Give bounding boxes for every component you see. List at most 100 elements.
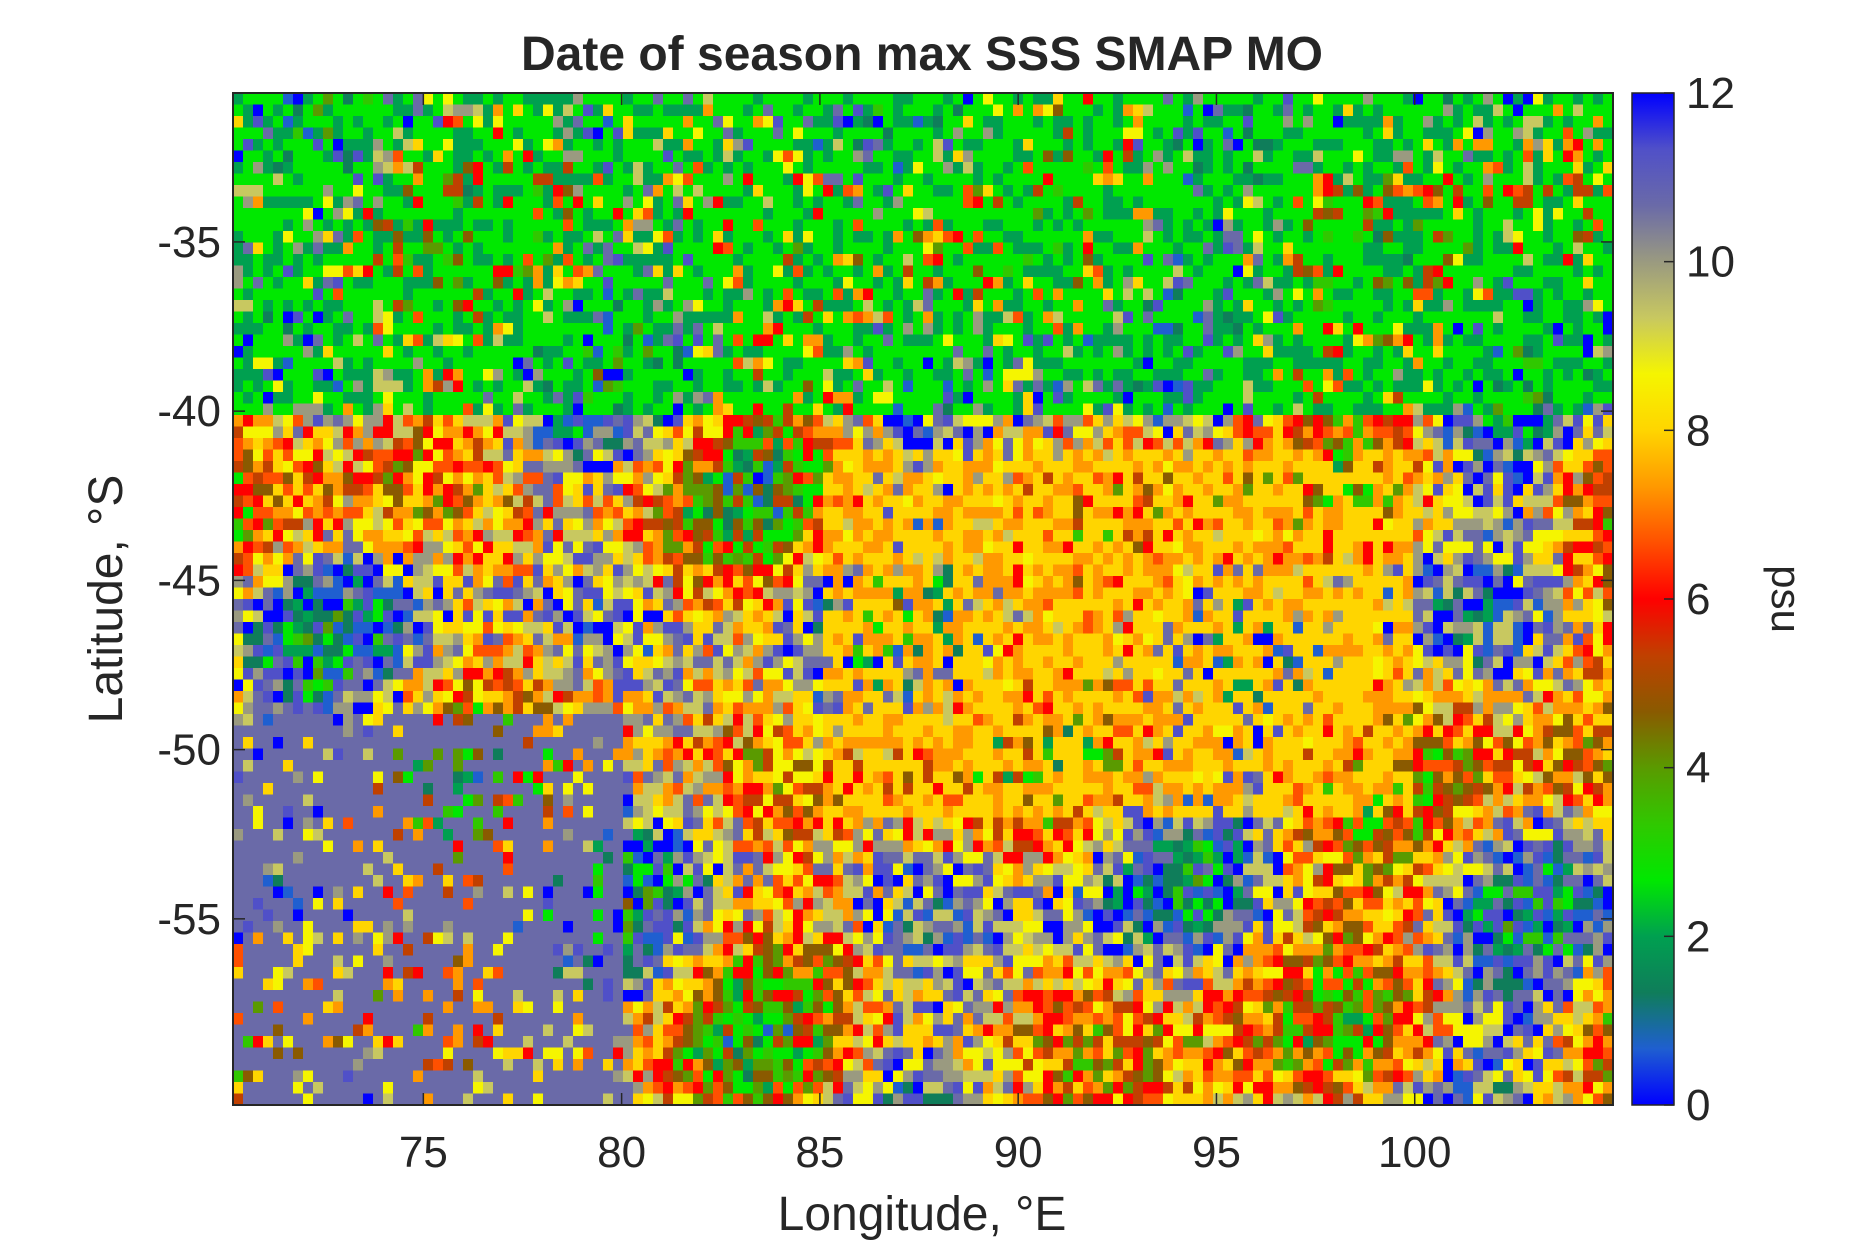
heatmap-cell — [973, 323, 984, 336]
heatmap-cell — [543, 93, 554, 106]
heatmap-cell — [1123, 162, 1134, 175]
heatmap-cell — [523, 288, 534, 301]
heatmap-cell — [1103, 415, 1114, 428]
heatmap-cell — [273, 392, 284, 405]
heatmap-cell — [763, 254, 774, 267]
heatmap-cell — [853, 426, 864, 439]
heatmap-cell — [1023, 277, 1034, 290]
heatmap-cell — [1203, 242, 1214, 255]
heatmap-cell — [653, 116, 664, 129]
heatmap-cell — [1353, 323, 1364, 336]
heatmap-cell — [233, 242, 244, 255]
heatmap-cell — [723, 277, 734, 290]
heatmap-cell — [1493, 288, 1504, 301]
heatmap-cell — [1503, 403, 1514, 416]
heatmap-cell — [1303, 173, 1314, 186]
heatmap-cell — [803, 93, 814, 106]
heatmap-cell — [1243, 254, 1254, 267]
heatmap-cell — [993, 449, 1004, 462]
heatmap-cell — [413, 104, 424, 117]
heatmap-cell — [1243, 380, 1254, 393]
heatmap-cell — [413, 300, 424, 313]
heatmap-cell — [593, 104, 604, 117]
heatmap-cell — [303, 484, 314, 497]
heatmap-cell — [1153, 369, 1164, 382]
heatmap-cell — [963, 173, 974, 186]
heatmap-cell — [1183, 93, 1194, 106]
heatmap-cell — [813, 150, 824, 163]
heatmap-cell — [1583, 415, 1594, 428]
heatmap-cell — [323, 231, 334, 244]
heatmap-cell — [743, 173, 754, 186]
heatmap-cell — [1203, 93, 1214, 106]
heatmap-cell — [433, 150, 444, 163]
heatmap-cell — [1563, 185, 1574, 198]
heatmap-cell — [833, 277, 844, 290]
heatmap-cell — [713, 334, 724, 347]
heatmap-cell — [333, 254, 344, 267]
heatmap-cell — [253, 426, 264, 439]
heatmap-cell — [1413, 265, 1424, 278]
heatmap-cell — [1463, 288, 1474, 301]
heatmap-cell — [803, 196, 814, 209]
heatmap-cell — [1103, 392, 1114, 405]
heatmap-cell — [813, 104, 824, 117]
heatmap-cell — [863, 380, 874, 393]
heatmap-cell — [1093, 369, 1104, 382]
heatmap-cell — [1533, 461, 1544, 474]
heatmap-cell — [1383, 392, 1394, 405]
heatmap-cell — [533, 461, 544, 474]
heatmap-cell — [393, 208, 404, 221]
heatmap-cell — [233, 185, 244, 198]
heatmap-cell — [373, 231, 384, 244]
heatmap-cell — [793, 300, 804, 313]
heatmap-cell — [1353, 242, 1364, 255]
heatmap-cell — [553, 150, 564, 163]
heatmap-cell — [233, 219, 244, 232]
heatmap-cell — [953, 380, 964, 393]
heatmap-cell — [1403, 208, 1414, 221]
heatmap-cell — [983, 426, 994, 439]
heatmap-cell — [853, 403, 864, 416]
heatmap-cell — [1113, 334, 1124, 347]
heatmap-cell — [583, 403, 594, 416]
heatmap-cell — [1143, 403, 1154, 416]
heatmap-cell — [723, 438, 734, 451]
heatmap-cell — [453, 231, 464, 244]
heatmap-cell — [1593, 116, 1604, 129]
heatmap-cell — [1283, 231, 1294, 244]
heatmap-cell — [1433, 219, 1444, 232]
heatmap-cell — [243, 231, 254, 244]
heatmap-cell — [713, 357, 724, 370]
heatmap-cell — [823, 127, 834, 140]
heatmap-cell — [683, 242, 694, 255]
heatmap-cell — [1043, 461, 1054, 474]
heatmap-cell — [463, 380, 474, 393]
heatmap-cell — [383, 93, 394, 106]
heatmap-cell — [1253, 449, 1264, 462]
heatmap-cell — [1533, 415, 1544, 428]
heatmap-cell — [683, 150, 694, 163]
heatmap-cell — [913, 449, 924, 462]
heatmap-cell — [983, 369, 994, 382]
heatmap-cell — [583, 265, 594, 278]
heatmap-cell — [363, 461, 374, 474]
heatmap-cell — [263, 426, 274, 439]
heatmap-cell — [273, 300, 284, 313]
heatmap-cell — [653, 311, 664, 324]
heatmap-cell — [643, 449, 654, 462]
heatmap-cell — [1313, 127, 1324, 140]
heatmap-cell — [743, 334, 754, 347]
heatmap-cell — [503, 254, 514, 267]
heatmap-cell — [323, 150, 334, 163]
heatmap-cell — [1183, 242, 1194, 255]
heatmap-cell — [1003, 219, 1014, 232]
heatmap-cell — [383, 254, 394, 267]
heatmap-cell — [1373, 231, 1384, 244]
heatmap-cell — [823, 93, 834, 106]
heatmap-cell — [843, 208, 854, 221]
heatmap-cell — [433, 334, 444, 347]
heatmap-cell — [853, 173, 864, 186]
heatmap-cell — [593, 127, 604, 140]
heatmap-cell — [603, 231, 614, 244]
